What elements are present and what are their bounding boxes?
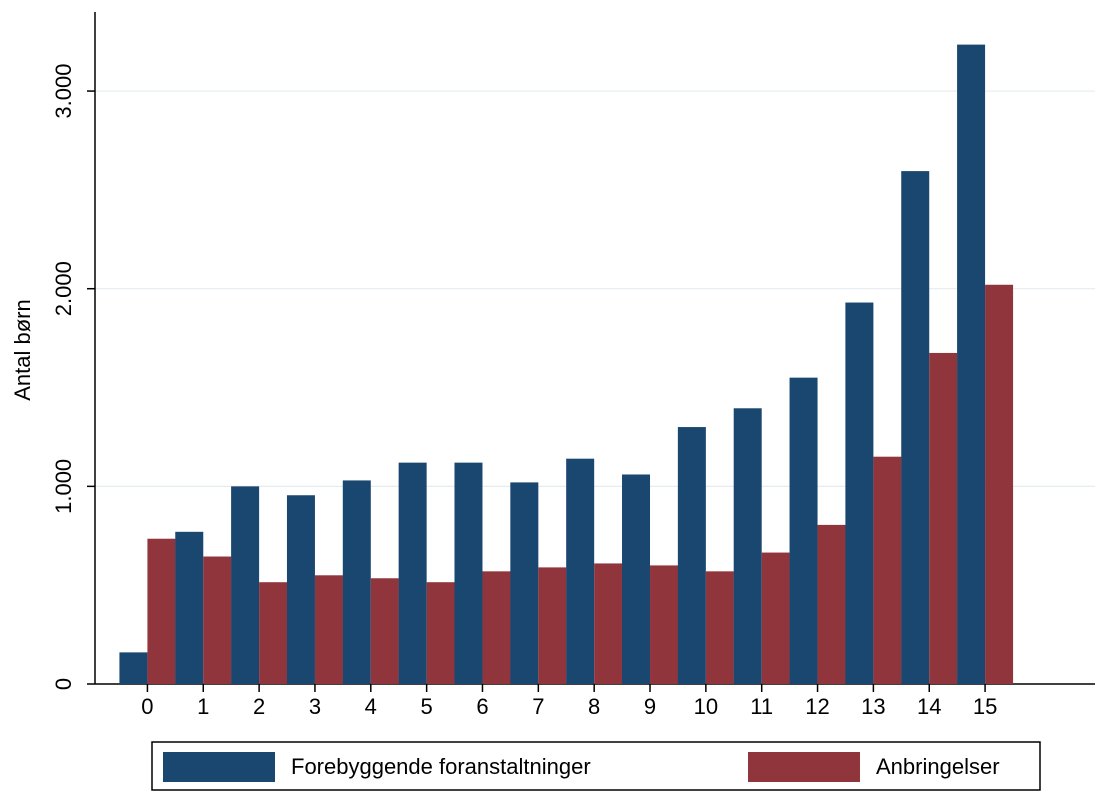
bar: [175, 531, 204, 684]
legend-label: Forebyggende foranstaltninger: [291, 754, 591, 779]
bar: [845, 302, 874, 684]
x-tick-label: 4: [365, 694, 377, 719]
x-tick-label: 7: [532, 694, 544, 719]
legend-label: Anbringelser: [876, 754, 1000, 779]
bar: [985, 284, 1014, 684]
x-tick-label: 3: [309, 694, 321, 719]
y-tick-label: 1.000: [51, 459, 76, 514]
legend-swatch: [163, 752, 275, 782]
bar: [677, 427, 706, 684]
bar: [426, 582, 455, 684]
x-tick-label: 12: [805, 694, 829, 719]
bar: [566, 458, 595, 684]
x-tick-label: 11: [750, 694, 773, 719]
bar: [119, 652, 148, 684]
bar: [817, 524, 846, 684]
x-tick-label: 14: [917, 694, 941, 719]
bar: [957, 44, 986, 685]
bar: [342, 480, 371, 684]
bar: [622, 474, 651, 684]
bar: [314, 575, 343, 684]
legend-box: [151, 741, 1041, 791]
bar: [650, 565, 679, 684]
x-tick-label: 9: [644, 694, 656, 719]
x-tick-label: 13: [861, 694, 885, 719]
bar: [454, 462, 483, 684]
y-tick-label: 2.000: [51, 261, 76, 316]
x-tick-label: 0: [141, 694, 153, 719]
bar: [510, 482, 539, 684]
bar: [929, 352, 958, 684]
legend-swatch: [748, 752, 860, 782]
x-tick-label: 8: [588, 694, 600, 719]
y-tick-label: 3.000: [51, 64, 76, 119]
bar: [538, 567, 567, 684]
bar: [370, 578, 399, 684]
y-tick-label: 0: [51, 678, 76, 690]
x-tick-label: 5: [421, 694, 433, 719]
bar: [231, 486, 260, 684]
bar: [259, 582, 288, 684]
x-tick-label: 2: [253, 694, 265, 719]
bar: [594, 563, 623, 684]
bar: [203, 556, 232, 684]
x-tick-label: 10: [694, 694, 718, 719]
bar: [482, 571, 511, 684]
bar: [901, 171, 930, 684]
bar: [733, 408, 762, 684]
x-tick-label: 6: [476, 694, 488, 719]
x-tick-label: 15: [973, 694, 997, 719]
bar: [873, 456, 902, 684]
bar: [705, 571, 734, 684]
x-tick-label: 1: [197, 694, 209, 719]
bar: [147, 538, 176, 684]
bar: [761, 552, 790, 684]
bar: [398, 462, 427, 684]
y-axis-label: Antal børn: [10, 299, 35, 401]
bar: [286, 495, 315, 684]
bar: [789, 377, 818, 684]
